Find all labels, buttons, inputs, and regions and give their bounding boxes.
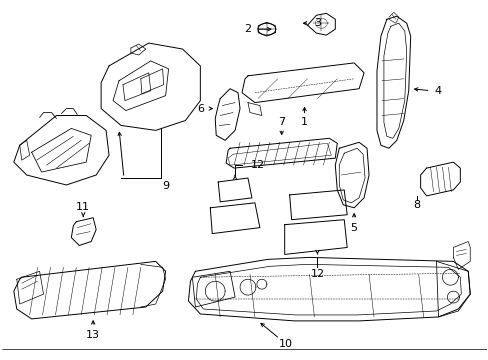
Text: 6: 6 xyxy=(197,104,203,113)
Text: 5: 5 xyxy=(350,222,357,233)
Text: 3: 3 xyxy=(313,18,320,28)
Text: 7: 7 xyxy=(278,117,285,127)
Text: 2: 2 xyxy=(244,24,251,34)
Text: 13: 13 xyxy=(86,330,100,340)
Text: 1: 1 xyxy=(301,117,307,127)
Text: 4: 4 xyxy=(434,86,441,96)
Text: 11: 11 xyxy=(76,202,90,212)
Text: 12: 12 xyxy=(250,160,264,170)
Text: 8: 8 xyxy=(412,200,419,210)
Text: 10: 10 xyxy=(278,339,292,349)
Text: 12: 12 xyxy=(310,269,324,279)
Text: 9: 9 xyxy=(162,181,169,191)
